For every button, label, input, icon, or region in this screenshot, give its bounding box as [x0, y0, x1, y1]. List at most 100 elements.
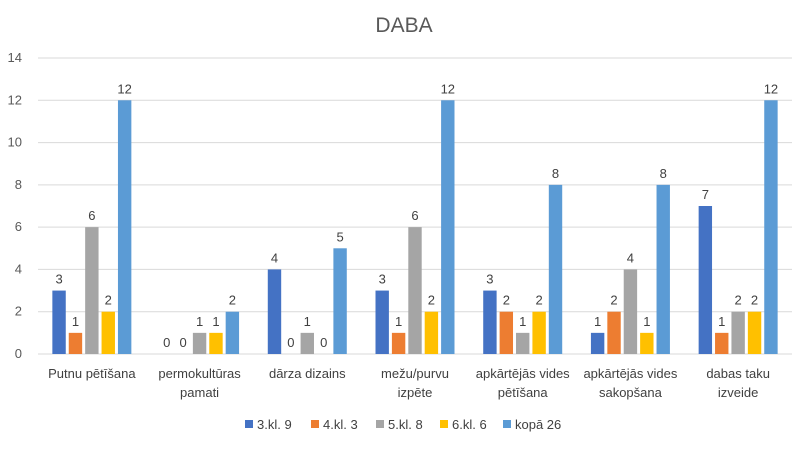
category-label: apkārtējās vides: [476, 366, 570, 381]
legend-label: 6.kl. 6: [452, 417, 487, 432]
chart-title: DABA: [375, 14, 432, 37]
data-label: 2: [428, 293, 435, 308]
bar: [391, 332, 406, 354]
data-label: 0: [180, 335, 187, 350]
y-tick-label: 6: [15, 219, 22, 234]
data-label: 3: [379, 272, 386, 287]
data-label: 12: [117, 81, 131, 96]
y-tick-label: 8: [15, 177, 22, 192]
legend-swatch: [376, 420, 384, 428]
data-label: 0: [320, 335, 327, 350]
x-axis-categories: Putnu pētīšana permokultūras pamati dārza d…: [48, 366, 770, 400]
legend-swatch: [440, 420, 448, 428]
category-label: permokultūras: [158, 366, 241, 381]
bar: [375, 290, 389, 354]
legend-label: 3.kl. 9: [257, 417, 292, 432]
data-label: 6: [88, 208, 95, 223]
data-label: 2: [751, 293, 758, 308]
bar: [640, 332, 654, 354]
bar: [209, 332, 223, 354]
bar: [607, 311, 621, 354]
y-axis-ticks: 0 2 4 6 8 10 12 14: [8, 50, 22, 361]
legend-label: 4.kl. 3: [323, 417, 358, 432]
data-label: 1: [643, 314, 650, 329]
data-label: 0: [287, 335, 294, 350]
y-tick-label: 10: [8, 135, 22, 150]
legend-swatch: [503, 420, 511, 428]
data-label: 1: [594, 314, 601, 329]
bar: [548, 184, 563, 354]
data-label: 2: [105, 293, 112, 308]
legend: 3.kl. 9 4.kl. 3 5.kl. 8 6.kl. 6 kopā 26: [245, 417, 561, 432]
data-label: 1: [196, 314, 203, 329]
data-label: 1: [72, 314, 79, 329]
bar: [623, 269, 638, 354]
bar: [532, 311, 546, 354]
bar: [101, 311, 115, 354]
legend-swatch: [245, 420, 253, 428]
bar: [731, 311, 745, 354]
bar: [441, 100, 455, 355]
category-label: pētīšana: [498, 385, 549, 400]
data-label: 12: [441, 81, 455, 96]
data-label: 12: [764, 81, 778, 96]
bar: [747, 311, 762, 354]
data-label: 2: [610, 293, 617, 308]
data-label: 3: [55, 272, 62, 287]
data-label: 1: [304, 314, 311, 329]
data-label: 5: [336, 229, 343, 244]
y-tick-label: 14: [8, 50, 22, 65]
bar: [85, 227, 99, 354]
y-tick-label: 2: [15, 304, 22, 319]
bar: [715, 332, 729, 354]
data-label: 1: [519, 314, 526, 329]
data-label: 2: [735, 293, 742, 308]
legend-swatch: [311, 420, 319, 428]
bar: [656, 184, 670, 354]
data-label: 3: [486, 272, 493, 287]
category-label: dārza dizains: [269, 366, 346, 381]
data-label: 6: [411, 208, 418, 223]
data-label: 1: [718, 314, 725, 329]
bar: [267, 269, 282, 354]
data-label: 2: [503, 293, 510, 308]
bar: [698, 206, 713, 354]
category-label: apkārtējās vides: [583, 366, 677, 381]
data-label: 1: [395, 314, 402, 329]
bar: [764, 100, 778, 355]
category-label: pamati: [180, 385, 219, 400]
category-label: izveide: [718, 385, 758, 400]
data-label: 0: [163, 335, 170, 350]
data-label: 1: [212, 314, 219, 329]
data-label: 4: [627, 250, 634, 265]
y-tick-label: 4: [15, 261, 22, 276]
bar: [590, 332, 605, 354]
category-label: sakopšana: [599, 385, 663, 400]
bar: [52, 290, 66, 354]
bars: [52, 100, 778, 355]
category-label: dabas taku: [706, 366, 770, 381]
bar: [499, 311, 514, 354]
category-label: Putnu pētīšana: [48, 366, 136, 381]
bar: [225, 311, 240, 354]
data-label: 8: [660, 166, 667, 181]
data-label: 7: [702, 187, 709, 202]
data-label: 2: [535, 293, 542, 308]
legend-label: 5.kl. 8: [388, 417, 423, 432]
data-label: 4: [271, 250, 278, 265]
y-tick-label: 12: [8, 92, 22, 107]
bar: [68, 332, 83, 354]
bar: [483, 290, 497, 354]
bar: [192, 332, 207, 354]
category-label: izpēte: [398, 385, 433, 400]
bar: [117, 100, 132, 355]
bar: [300, 332, 314, 354]
data-label: 2: [229, 293, 236, 308]
bar: [408, 227, 422, 354]
bar: [516, 332, 530, 354]
bar: [424, 311, 439, 354]
legend-label: kopā 26: [515, 417, 561, 432]
y-tick-label: 0: [15, 346, 22, 361]
